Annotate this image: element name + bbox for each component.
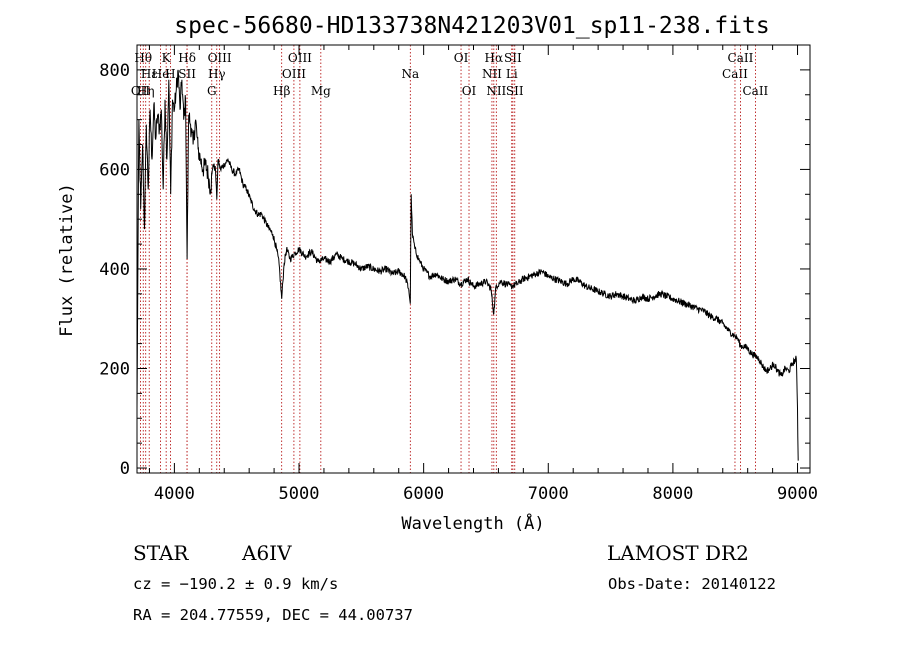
x-tick-label: 8000 bbox=[652, 484, 693, 504]
line-marker-label: SII bbox=[178, 67, 196, 81]
line-marker-label: Na bbox=[401, 67, 419, 81]
y-tick-label: 0 bbox=[120, 459, 130, 479]
redshift-cz: cz = −190.2 ± 0.9 km/s bbox=[133, 575, 338, 593]
y-tick-label: 800 bbox=[99, 61, 130, 81]
observation-date: Obs-Date: 20140122 bbox=[608, 575, 776, 593]
line-marker-label: Hε bbox=[141, 67, 158, 81]
survey-label: LAMOST DR2 bbox=[607, 541, 749, 565]
line-marker-label: NII bbox=[482, 67, 502, 81]
line-marker-label: Hγ bbox=[208, 67, 226, 81]
line-marker-label: NII bbox=[486, 84, 506, 98]
y-tick-label: 600 bbox=[99, 160, 130, 180]
x-tick-label: 6000 bbox=[403, 484, 444, 504]
y-tick-label: 400 bbox=[99, 260, 130, 280]
line-marker-label: OI bbox=[462, 84, 477, 98]
line-marker-label: K bbox=[162, 51, 172, 65]
line-marker-label: G bbox=[207, 84, 217, 98]
x-tick-label: 4000 bbox=[154, 484, 195, 504]
y-axis-label: Flux (relative) bbox=[57, 183, 77, 337]
line-marker-label: OIII bbox=[208, 51, 232, 65]
x-tick-label: 5000 bbox=[279, 484, 320, 504]
line-marker-label: CaII bbox=[728, 51, 754, 65]
object-subclass: A6IV bbox=[241, 541, 292, 565]
x-tick-label: 9000 bbox=[777, 484, 818, 504]
line-marker-label: OIII bbox=[282, 67, 306, 81]
line-marker-label: Mg bbox=[311, 84, 331, 98]
x-axis-label: Wavelength (Å) bbox=[401, 512, 544, 534]
line-marker-label: SII bbox=[504, 51, 522, 65]
line-marker-label: CaII bbox=[722, 67, 748, 81]
axis-ticks: 4000 5000 6000 7000 8000 9000 0 200 400 600 800 bbox=[99, 45, 818, 504]
line-marker-label: SII bbox=[506, 84, 524, 98]
line-marker-label: Hβ bbox=[273, 84, 290, 98]
line-marker-label: Hη bbox=[137, 84, 155, 98]
plot-frame bbox=[136, 44, 811, 474]
chart-title: spec-56680-HD133738N421203V01_sp11-238.f… bbox=[174, 13, 769, 39]
ra-dec-coordinates: RA = 204.77559, DEC = 44.00737 bbox=[133, 606, 413, 624]
line-marker-label: Li bbox=[506, 67, 518, 81]
line-marker-label: Hα bbox=[485, 51, 504, 65]
line-marker-label: Hδ bbox=[178, 51, 196, 65]
line-marker-label: Hθ bbox=[134, 51, 152, 65]
line-marker-label: He bbox=[152, 67, 170, 81]
spectral-line-markers: OIIHθHηHεHeKHHδSIIGHγOIIIHβOIIIOIIIMgNaO… bbox=[131, 45, 769, 473]
line-marker-label: H bbox=[165, 67, 175, 81]
spectrum-series bbox=[136, 69, 799, 461]
spectrum-line bbox=[136, 69, 799, 461]
line-marker-label: OI bbox=[454, 51, 469, 65]
line-marker-label: OIII bbox=[288, 51, 312, 65]
object-class: STAR bbox=[133, 541, 189, 565]
x-tick-label: 7000 bbox=[528, 484, 569, 504]
line-marker-label: CaII bbox=[742, 84, 768, 98]
y-tick-label: 200 bbox=[99, 359, 130, 379]
